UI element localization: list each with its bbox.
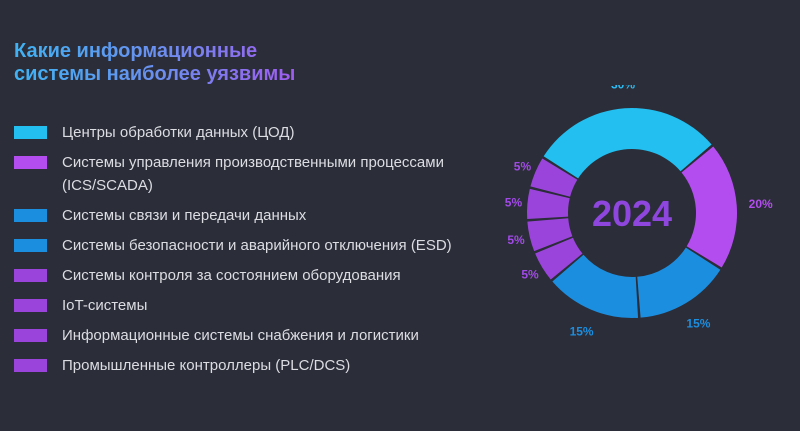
legend-swatch xyxy=(14,239,47,252)
chart-title-line: системы наиболее уязвимы xyxy=(14,63,296,85)
donut-chart: 30% 20% 15% 15% 5% 5% 5% 5% 2024 xyxy=(505,85,773,339)
legend-swatch xyxy=(14,299,47,312)
donut-segment xyxy=(543,108,712,179)
legend-item: Системы управления производственными про… xyxy=(14,151,484,197)
donut-segment xyxy=(527,188,570,220)
legend-label: Промышленные контроллеры (PLC/DCS) xyxy=(62,357,351,374)
legend-label: IoT-системы xyxy=(62,297,148,314)
donut-segment xyxy=(527,218,573,252)
data-label: 5% xyxy=(514,160,532,174)
chart-title-line: Какие информационные xyxy=(14,40,258,62)
legend-swatch xyxy=(14,209,47,222)
legend-swatch xyxy=(14,329,47,342)
donut-segment xyxy=(681,146,737,268)
data-label: 5% xyxy=(507,233,525,247)
legend-label: Системы связи и передачи данных xyxy=(62,207,307,224)
legend-item: Системы контроля за состоянием оборудова… xyxy=(14,264,484,287)
legend-swatch xyxy=(14,269,47,282)
legend-item: Промышленные контроллеры (PLC/DCS) xyxy=(14,354,484,377)
data-label: 5% xyxy=(505,196,523,210)
legend-label: Системы безопасности и аварийного отключ… xyxy=(62,237,452,254)
data-label: 20% xyxy=(749,197,773,211)
legend-swatch xyxy=(14,156,47,169)
donut-segment xyxy=(637,247,721,318)
legend-item: IoT-системы xyxy=(14,294,484,317)
legend-swatch xyxy=(14,359,47,372)
legend-item: Центры обработки данных (ЦОД) xyxy=(14,121,484,144)
donut-segment xyxy=(535,237,583,280)
center-year-label: 2024 xyxy=(592,193,672,234)
donut-segment xyxy=(552,254,639,318)
data-label: 15% xyxy=(570,325,594,339)
chart-legend: Центры обработки данных (ЦОД) Системы упр… xyxy=(14,121,484,384)
legend-swatch xyxy=(14,126,47,139)
legend-label: Системы управления производственными про… xyxy=(62,154,444,194)
data-label: 5% xyxy=(521,267,539,281)
legend-label: Информационные системы снабжения и логис… xyxy=(62,327,419,344)
legend-item: Системы связи и передачи данных xyxy=(14,204,484,227)
donut-segment xyxy=(530,158,578,197)
legend-label: Системы контроля за состоянием оборудова… xyxy=(62,267,401,284)
legend-item: Информационные системы снабжения и логис… xyxy=(14,324,484,347)
legend-label: Центры обработки данных (ЦОД) xyxy=(62,124,295,141)
chart-title: Какие информационные системы наиболее уя… xyxy=(14,40,295,86)
legend-item: Системы безопасности и аварийного отключ… xyxy=(14,234,484,257)
data-label: 30% xyxy=(611,85,635,91)
data-label: 15% xyxy=(686,317,710,331)
